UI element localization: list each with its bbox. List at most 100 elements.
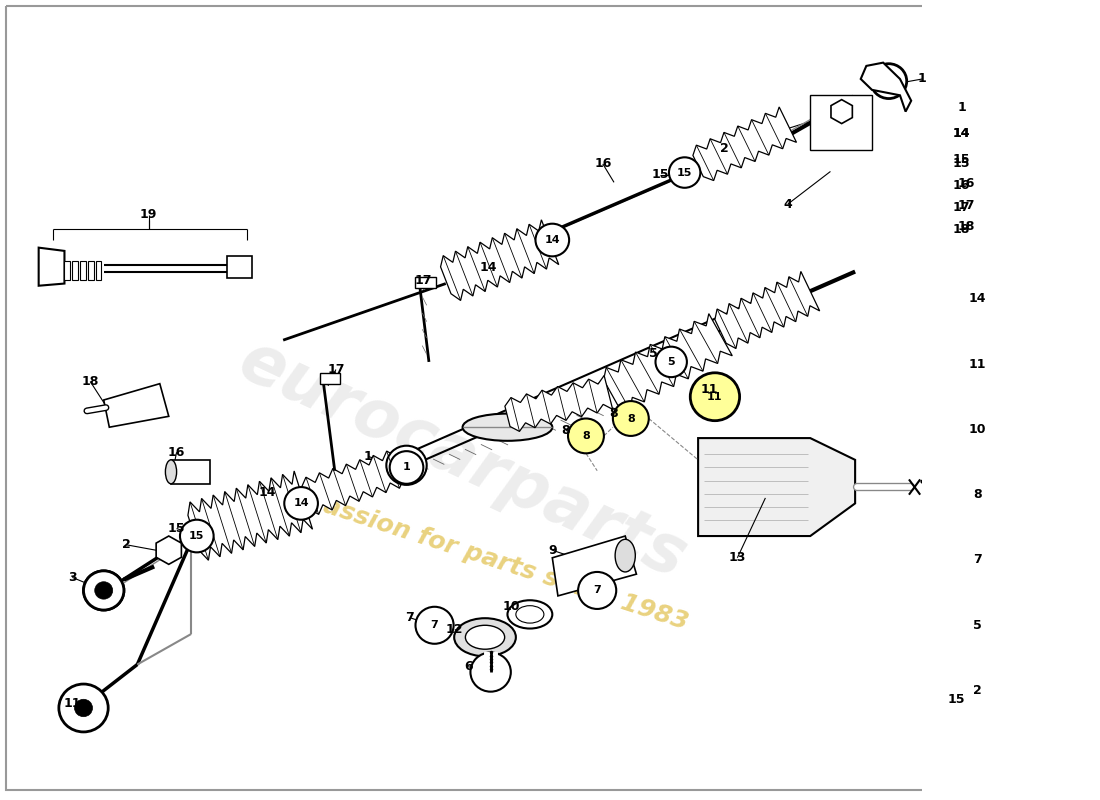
Polygon shape — [860, 62, 911, 112]
Text: a passion for parts since 1983: a passion for parts since 1983 — [279, 481, 691, 635]
Circle shape — [75, 699, 92, 717]
Text: 13: 13 — [728, 551, 746, 564]
Text: 14: 14 — [969, 292, 986, 306]
Bar — [940, 680, 1030, 756]
Polygon shape — [188, 471, 312, 560]
Ellipse shape — [1040, 548, 1064, 572]
Ellipse shape — [516, 606, 543, 623]
Bar — [961, 466, 1100, 529]
Ellipse shape — [454, 618, 516, 656]
Text: 14: 14 — [544, 235, 560, 245]
Circle shape — [579, 572, 616, 609]
Polygon shape — [103, 384, 168, 427]
Bar — [1028, 618, 1074, 633]
Text: 17: 17 — [327, 363, 344, 376]
Bar — [950, 197, 982, 214]
Bar — [227, 256, 252, 278]
Circle shape — [1043, 355, 1060, 373]
Text: 16: 16 — [168, 446, 185, 458]
Circle shape — [59, 684, 108, 732]
Text: 8: 8 — [582, 431, 590, 441]
Polygon shape — [156, 536, 182, 564]
Text: 15: 15 — [676, 167, 692, 178]
Bar — [961, 334, 1100, 398]
Text: 5: 5 — [649, 346, 658, 360]
Polygon shape — [715, 271, 820, 349]
Text: 14: 14 — [294, 498, 309, 508]
Text: 18: 18 — [953, 222, 970, 236]
Ellipse shape — [165, 460, 177, 484]
Text: 1: 1 — [403, 462, 410, 473]
Circle shape — [389, 451, 424, 484]
Circle shape — [568, 418, 604, 454]
Bar — [1035, 680, 1100, 756]
Text: 422 01: 422 01 — [1062, 734, 1100, 747]
Ellipse shape — [507, 600, 552, 629]
Text: 15: 15 — [168, 522, 186, 535]
Text: 14: 14 — [953, 127, 970, 140]
Polygon shape — [552, 536, 637, 596]
Text: 1: 1 — [957, 101, 966, 114]
Text: 10: 10 — [969, 423, 986, 436]
Bar — [961, 530, 1100, 594]
Bar — [811, 95, 872, 150]
Polygon shape — [441, 220, 559, 301]
Ellipse shape — [1025, 486, 1037, 503]
Text: 6: 6 — [464, 660, 473, 673]
Text: 9: 9 — [548, 544, 557, 557]
Text: 2: 2 — [122, 538, 131, 551]
Text: eurocarparts: eurocarparts — [229, 327, 696, 593]
Ellipse shape — [1023, 414, 1079, 445]
Text: 18: 18 — [81, 375, 99, 388]
Text: 5: 5 — [668, 357, 675, 367]
Bar — [320, 373, 340, 384]
Bar — [96, 261, 101, 280]
Bar — [950, 174, 982, 192]
Circle shape — [691, 373, 739, 421]
Text: 2: 2 — [719, 142, 728, 155]
Text: 7: 7 — [431, 620, 439, 630]
Polygon shape — [830, 100, 852, 123]
Polygon shape — [604, 314, 733, 410]
Text: 7: 7 — [974, 554, 981, 566]
Text: 15: 15 — [651, 168, 669, 182]
Bar — [416, 277, 436, 288]
Bar — [961, 661, 1100, 724]
Ellipse shape — [1033, 419, 1069, 439]
Circle shape — [96, 583, 111, 598]
Ellipse shape — [465, 626, 505, 650]
Text: 8: 8 — [627, 414, 635, 423]
Text: 14: 14 — [953, 127, 970, 140]
Text: 8: 8 — [974, 488, 981, 501]
Bar — [73, 261, 78, 280]
Text: 15: 15 — [953, 158, 970, 170]
Text: 7: 7 — [593, 586, 601, 595]
Text: 15: 15 — [189, 531, 205, 541]
Bar — [961, 400, 1100, 463]
Text: 17: 17 — [957, 198, 975, 212]
Polygon shape — [505, 375, 613, 431]
Polygon shape — [1032, 669, 1070, 712]
Text: 14: 14 — [480, 261, 497, 274]
Bar — [80, 261, 86, 280]
Circle shape — [416, 606, 453, 644]
Ellipse shape — [463, 414, 552, 441]
Ellipse shape — [968, 698, 1011, 739]
Bar — [950, 218, 982, 236]
Text: 11: 11 — [701, 382, 718, 396]
Polygon shape — [301, 446, 412, 514]
Circle shape — [669, 158, 701, 188]
Text: 11: 11 — [64, 697, 81, 710]
Text: 8: 8 — [609, 406, 618, 419]
Circle shape — [95, 582, 112, 599]
Ellipse shape — [978, 707, 1002, 731]
Text: 16: 16 — [957, 177, 975, 190]
Bar — [1031, 486, 1071, 503]
Circle shape — [284, 487, 318, 520]
Polygon shape — [39, 248, 65, 286]
Text: 10: 10 — [502, 600, 519, 614]
Text: 1: 1 — [918, 73, 927, 86]
Text: 15: 15 — [947, 693, 965, 706]
Circle shape — [1021, 618, 1037, 633]
Bar — [961, 596, 1100, 659]
